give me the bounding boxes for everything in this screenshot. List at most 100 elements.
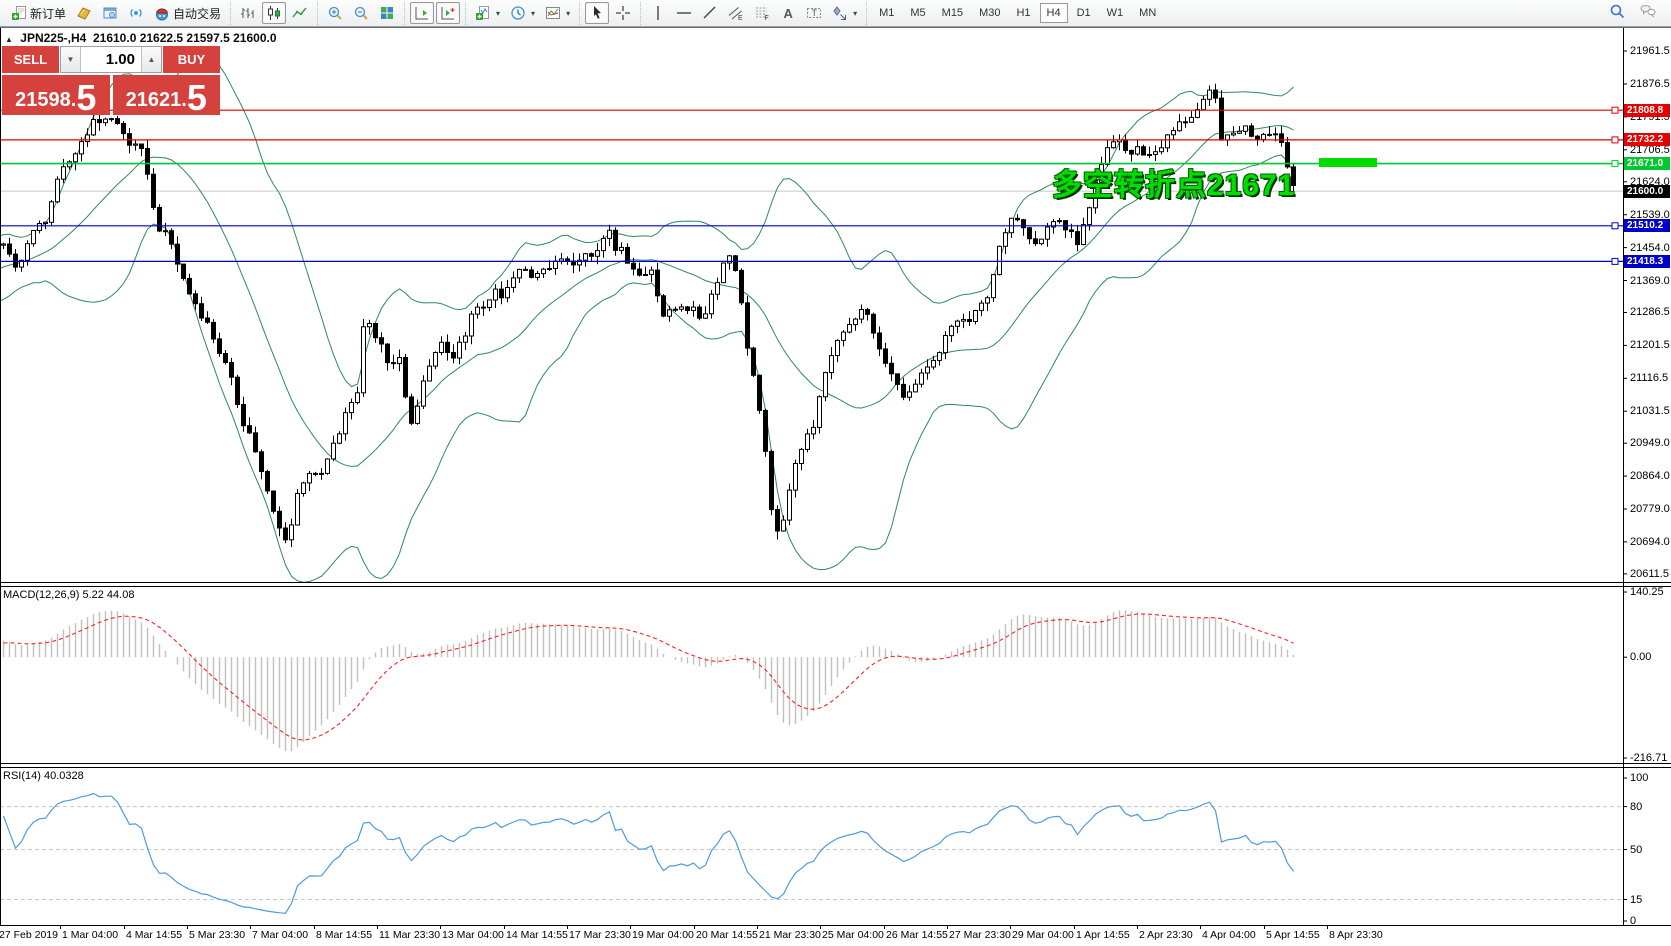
tile-windows-icon (379, 5, 395, 21)
buy-price-dot: . (181, 89, 187, 111)
highlight-rectangle[interactable] (1319, 158, 1377, 167)
line-chart-icon (292, 5, 308, 21)
periods-icon (510, 5, 526, 21)
horizontal-line-button[interactable] (672, 2, 696, 24)
cursor-button[interactable] (585, 2, 610, 24)
fibonacci-button[interactable]: F (750, 2, 774, 24)
toolbar-button-label: 新订单 (30, 6, 67, 21)
toolbar-button-label: 自动交易 (173, 6, 222, 21)
crosshair-button[interactable] (611, 2, 635, 24)
vertical-line-icon (650, 5, 666, 21)
autoscroll-button[interactable] (410, 2, 435, 24)
vertical-line-button[interactable] (646, 2, 670, 24)
timeframe-MN[interactable]: MN (1139, 7, 1157, 19)
sell-price-frac: 5 (76, 77, 97, 119)
sell-price-int: 21598 (15, 89, 71, 111)
templates-button[interactable]: ▾ (541, 2, 574, 24)
sell-button[interactable]: SELL (2, 46, 59, 73)
collapse-icon[interactable]: ▲ (5, 35, 13, 44)
zoom-in-icon (327, 5, 343, 21)
bollinger-bands (0, 53, 1294, 583)
price-level-label[interactable]: 21510.2 (1624, 219, 1670, 233)
chevron-down-icon[interactable]: ▾ (853, 8, 858, 18)
toolbar-group: E F A T ▾ (640, 1, 866, 25)
volume-input[interactable]: 1.00 (105, 51, 135, 68)
macd-signal-line (3, 613, 1294, 741)
bar-chart-button[interactable] (236, 2, 260, 24)
macd-histogram (2, 610, 1295, 752)
chart-shift-button[interactable] (436, 2, 461, 24)
periods-button[interactable]: ▾ (506, 2, 539, 24)
macd-indicator-label: MACD(12,26,9) 5.22 44.08 (3, 589, 135, 601)
chevron-down-icon[interactable]: ▾ (496, 8, 501, 18)
chevron-down-icon[interactable]: ▾ (531, 8, 536, 18)
timeframe-group: M1 M5 M15 M30 H1 H4 D1 W1 MN (866, 1, 1168, 25)
timeframe-M1[interactable]: M1 (879, 7, 895, 19)
trendline-button[interactable] (698, 2, 722, 24)
chat-icon (1640, 3, 1657, 20)
search-button[interactable] (1609, 3, 1626, 24)
bar-chart-icon (240, 5, 256, 21)
text-icon: A (780, 5, 796, 21)
zoom-out-button[interactable] (349, 2, 373, 24)
indicators-button[interactable]: ▾ (471, 2, 504, 24)
buy-button[interactable]: BUY (163, 46, 220, 73)
rsi-indicator-label: RSI(14) 40.0328 (3, 770, 84, 782)
autotrading-button[interactable]: 自动交易 (150, 2, 225, 25)
profiles-button[interactable] (72, 2, 96, 24)
price-level-label[interactable]: 21808.8 (1624, 103, 1670, 117)
new-order-button[interactable]: 新订单 (7, 2, 70, 25)
equidistant-channel-button[interactable]: E (724, 2, 748, 24)
sell-price-dot: . (70, 89, 77, 111)
autotrading-icon (154, 5, 170, 21)
market-watch-button[interactable] (98, 2, 122, 24)
shapes-icon (832, 5, 848, 21)
toolbar-group (404, 1, 465, 25)
signals-button[interactable] (124, 2, 148, 24)
price-level-lines[interactable] (0, 106, 1623, 265)
rsi-levels (0, 806, 1623, 900)
chevron-down-icon[interactable]: ▾ (566, 8, 571, 18)
timeframe-H4[interactable]: H4 (1039, 3, 1068, 23)
rsi-line (2, 792, 1294, 914)
shapes-button[interactable]: ▾ (828, 2, 861, 24)
toolbar-group: 新订单 自动交易 (2, 2, 230, 25)
line-chart-button[interactable] (288, 2, 312, 24)
axis-ticks (60, 50, 1627, 929)
svg-text:F: F (765, 15, 769, 21)
price-level-label[interactable]: 21732.2 (1624, 133, 1670, 147)
volume-increase-button[interactable]: ▲ (141, 47, 161, 72)
chat-button[interactable] (1640, 3, 1657, 24)
chart-title: ▲ JPN225-,H4 21610.0 21622.5 21597.5 216… (5, 31, 277, 45)
toolbar-group (579, 1, 640, 25)
horizontal-line-icon (676, 5, 692, 21)
current-price-label[interactable]: 21600.0 (1624, 184, 1670, 198)
timeframe-M5[interactable]: M5 (910, 7, 926, 19)
volume-stepper: ▼ 1.00 ▲ (60, 46, 162, 73)
toolbar-group (230, 1, 317, 25)
timeframe-M30[interactable]: M30 (979, 7, 1001, 19)
zoom-in-button[interactable] (323, 2, 347, 24)
price-level-label[interactable]: 21418.3 (1624, 254, 1670, 268)
new-order-icon (11, 5, 27, 21)
label-icon: T (806, 5, 822, 21)
timeframe-H1[interactable]: H1 (1016, 7, 1031, 19)
timeframe-M15[interactable]: M15 (941, 7, 964, 19)
crosshair-icon (615, 5, 631, 21)
price-level-label[interactable]: 21671.0 (1624, 157, 1670, 171)
buy-price-display[interactable]: 21621. 5 (112, 75, 220, 116)
text-button[interactable]: A (776, 2, 800, 24)
volume-decrease-button[interactable]: ▼ (61, 47, 81, 72)
buy-price-int: 21621 (125, 89, 182, 111)
candlestick-button[interactable] (262, 2, 287, 24)
timeframe-W1[interactable]: W1 (1106, 7, 1124, 19)
trendline-icon (702, 5, 718, 21)
label-button[interactable]: T (802, 2, 826, 24)
toolbar-right-icons (1609, 3, 1669, 24)
sell-price-display[interactable]: 21598. 5 (2, 75, 110, 119)
tile-windows-button[interactable] (375, 2, 399, 24)
chart-annotation: 多空转折点21671 (1052, 169, 1296, 202)
timeframe-D1[interactable]: D1 (1076, 7, 1091, 19)
